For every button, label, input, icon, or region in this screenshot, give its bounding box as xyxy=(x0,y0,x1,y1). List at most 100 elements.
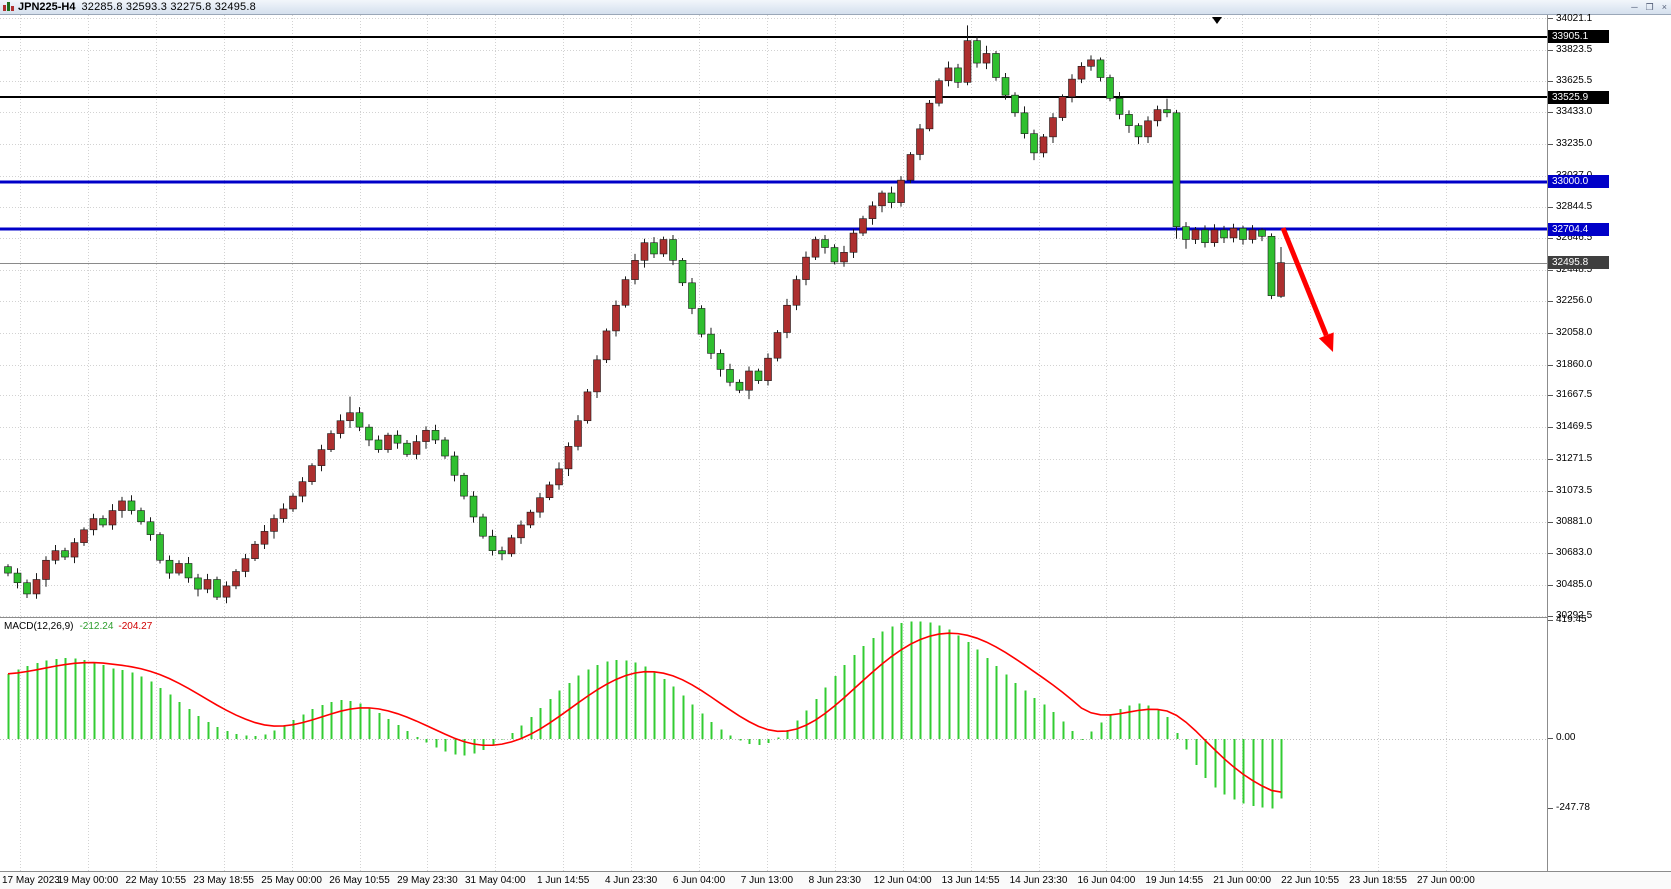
candle-bull xyxy=(1068,78,1076,98)
price-scale-label: 32256.0 xyxy=(1556,295,1593,307)
candle-bear xyxy=(735,381,744,391)
candle-bear xyxy=(754,370,763,381)
candle-bull xyxy=(1191,229,1200,240)
candle-bull xyxy=(308,465,316,482)
macd-main-value: -212.24 xyxy=(79,621,114,632)
time-label: 6 Jun 04:00 xyxy=(672,875,726,886)
scale-tick xyxy=(1548,521,1553,523)
candle-bear xyxy=(707,333,715,354)
candle-bear xyxy=(479,516,487,537)
price-scale-label: 31469.5 xyxy=(1556,421,1593,433)
main-price-chart[interactable] xyxy=(0,15,1547,617)
candlestick-chart-icon xyxy=(3,2,14,12)
candle-bear xyxy=(460,474,468,497)
chart-title-bar: JPN225-H4 32285.8 32593.3 32275.8 32495.… xyxy=(0,0,1671,15)
candle-bear xyxy=(431,430,440,441)
macd-name: MACD(12,26,9) xyxy=(4,621,74,632)
candle-bull xyxy=(640,242,649,261)
candle-bear xyxy=(1011,94,1019,114)
time-label: 23 Jun 18:55 xyxy=(1349,875,1407,886)
candle-bull xyxy=(574,420,582,447)
candle-bull xyxy=(906,154,915,181)
scale-tick xyxy=(1548,18,1553,19)
scale-tick xyxy=(1548,620,1553,622)
candle-bear xyxy=(1258,229,1266,237)
candle-bear xyxy=(1030,133,1038,154)
candle-bear xyxy=(1220,229,1228,239)
scale-tick xyxy=(1548,270,1553,272)
scale-tick xyxy=(1548,364,1553,366)
candle-bull xyxy=(336,420,345,434)
candle-bear xyxy=(1125,114,1133,126)
candle-bull xyxy=(1229,227,1238,239)
time-label: 29 May 23:30 xyxy=(397,875,458,886)
macd-histogram xyxy=(7,621,1283,809)
candle-bear xyxy=(13,572,22,584)
candle-bear xyxy=(165,559,174,574)
candle-bear xyxy=(1182,226,1190,240)
price-scale-label: 34021.1 xyxy=(1556,13,1593,24)
candle-bear xyxy=(374,439,383,450)
candle-bull xyxy=(232,571,240,587)
candle-bull xyxy=(51,550,60,561)
restore-button[interactable]: ❐ xyxy=(1645,2,1654,12)
scale-tick xyxy=(1548,112,1553,114)
candle-bear xyxy=(830,247,839,263)
candle-bull xyxy=(916,128,924,155)
time-label: 26 May 10:55 xyxy=(329,875,390,886)
candle-bull xyxy=(536,497,544,513)
candle-bull xyxy=(1049,117,1057,138)
candle-bull xyxy=(849,232,858,253)
scale-tick xyxy=(1548,144,1553,146)
price-scale-label: 33433.0 xyxy=(1556,106,1593,118)
scale-tick xyxy=(1548,206,1553,208)
candle-bull xyxy=(1058,96,1067,118)
scale-tick xyxy=(1548,395,1553,397)
candle-bull xyxy=(222,585,231,598)
candle-bear xyxy=(127,500,136,511)
candle-bull xyxy=(1153,109,1162,122)
time-label: 21 Jun 00:00 xyxy=(1213,875,1272,886)
candle-bear xyxy=(688,282,696,309)
candle-bear xyxy=(887,192,896,203)
candle-bull xyxy=(555,468,563,486)
price-scale[interactable]: 34021.133823.533625.533433.033235.033037… xyxy=(1547,13,1671,871)
time-label: 7 Jun 13:00 xyxy=(740,875,794,886)
candle-bull xyxy=(868,205,877,219)
candle-bull xyxy=(507,537,516,555)
scale-tick xyxy=(1548,738,1553,739)
price-scale-label: 33823.5 xyxy=(1556,43,1593,55)
candle-bull xyxy=(279,508,288,519)
candle-bull xyxy=(593,359,601,393)
close-button[interactable]: × xyxy=(1661,2,1667,12)
time-scale[interactable]: 17 May 2023 19 May 00:00 22 May 10:55 23 Ma… xyxy=(0,871,1671,889)
price-scale-label: 31667.5 xyxy=(1556,389,1593,401)
candle-bear xyxy=(821,239,829,248)
minimize-button[interactable]: ─ xyxy=(1631,2,1638,12)
scale-tick xyxy=(1548,332,1553,334)
candle-bear xyxy=(669,239,677,261)
candle-bull xyxy=(346,412,354,422)
candle-bear xyxy=(441,439,449,457)
candle-bull xyxy=(764,357,772,381)
candle-bull xyxy=(897,179,905,203)
candle-bull xyxy=(1087,59,1095,67)
candle-bear xyxy=(23,582,31,595)
candle-bear xyxy=(1106,77,1114,99)
price-scale-label: 32448.5 xyxy=(1556,264,1593,276)
candle-bull xyxy=(298,481,307,497)
price-scale-label: 31860.0 xyxy=(1556,358,1593,370)
price-scale-label: 33235.0 xyxy=(1556,138,1593,150)
time-label: 4 Jun 23:30 xyxy=(604,875,658,886)
price-scale-label: 32844.5 xyxy=(1556,200,1593,212)
time-label: 31 May 04:00 xyxy=(464,875,526,886)
candle-bull xyxy=(241,558,250,572)
title-ohlc-values: 32285.8 32593.3 32275.8 32495.8 xyxy=(81,1,256,13)
price-scale-label: 30881.0 xyxy=(1556,515,1593,527)
candle-bull xyxy=(384,434,392,450)
macd-indicator-panel[interactable]: MACD(12,26,9) -212.24 -204.27 xyxy=(0,617,1547,872)
candle-bear xyxy=(726,369,734,383)
time-label: 14 Jun 23:30 xyxy=(1009,875,1068,886)
macd-grid xyxy=(0,618,1547,872)
